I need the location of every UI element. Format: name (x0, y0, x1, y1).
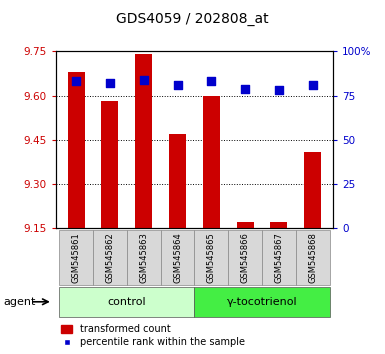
Bar (59, 287, 194, 317)
Text: control: control (107, 297, 146, 307)
Bar (135, 54, 152, 228)
Point (141, 77, 147, 82)
Bar (296, 230, 330, 285)
Bar (203, 96, 220, 228)
Text: γ-tocotrienol: γ-tocotrienol (227, 297, 297, 307)
Bar (228, 230, 262, 285)
Point (242, 86, 248, 91)
Text: GSM545863: GSM545863 (139, 232, 148, 283)
Bar (169, 134, 186, 228)
Text: agent: agent (4, 297, 36, 307)
Bar (68, 72, 85, 228)
Legend: transformed count, percentile rank within the sample: transformed count, percentile rank withi… (61, 325, 245, 347)
Text: GSM545867: GSM545867 (275, 232, 283, 283)
Text: GSM545866: GSM545866 (241, 232, 249, 283)
Bar (102, 102, 118, 228)
Text: GSM545861: GSM545861 (72, 232, 80, 283)
Bar (59, 230, 93, 285)
Bar (127, 230, 161, 285)
Bar (194, 287, 330, 317)
Bar (161, 230, 194, 285)
Text: GDS4059 / 202808_at: GDS4059 / 202808_at (116, 12, 269, 27)
Bar (93, 230, 127, 285)
Point (73, 79, 79, 84)
Text: GSM545864: GSM545864 (173, 232, 182, 283)
Bar (194, 230, 228, 285)
Point (310, 82, 316, 88)
Bar (304, 152, 321, 228)
Bar (262, 230, 296, 285)
Text: GSM545865: GSM545865 (207, 232, 216, 283)
Point (208, 79, 214, 84)
Text: GSM545862: GSM545862 (105, 232, 114, 283)
Point (174, 82, 181, 88)
Bar (237, 222, 254, 228)
Point (107, 80, 113, 86)
Text: GSM545868: GSM545868 (308, 232, 317, 283)
Point (276, 87, 282, 93)
Bar (271, 222, 287, 228)
